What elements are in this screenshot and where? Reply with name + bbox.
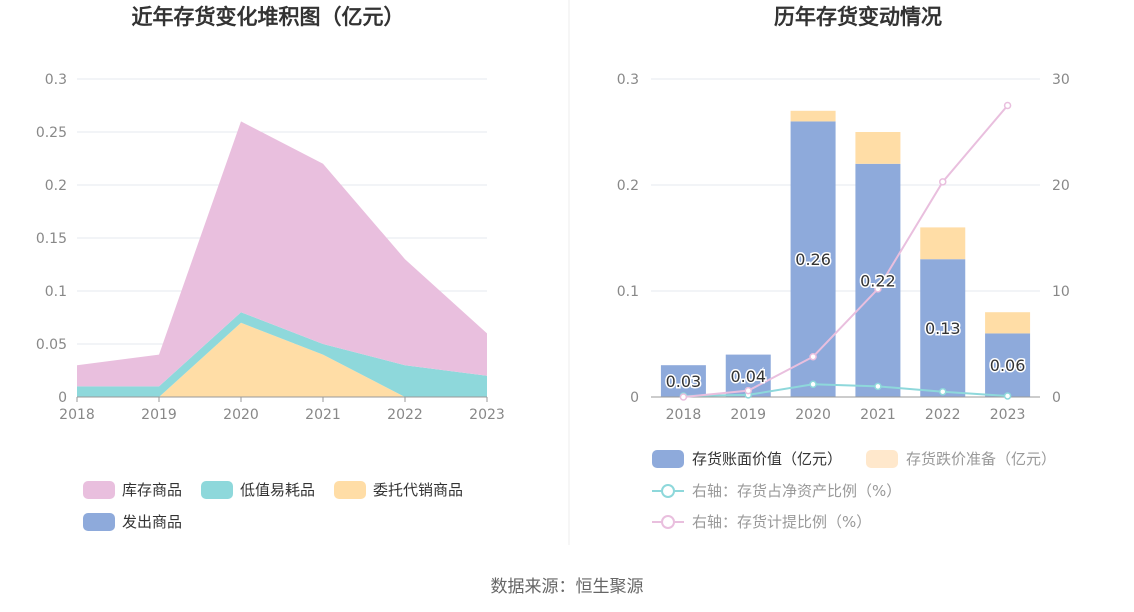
chart-title: 近年存货变化堆积图（亿元） xyxy=(132,5,405,29)
legend-label: 发出商品 xyxy=(122,513,182,531)
x-tick-label: 2020 xyxy=(223,407,259,423)
bar-data-label: 0.26 xyxy=(795,250,831,269)
x-tick-label: 2023 xyxy=(990,407,1026,423)
line-point xyxy=(939,178,947,186)
y-right-tick-label: 0 xyxy=(1052,390,1061,406)
y-tick-label: 0.2 xyxy=(45,178,67,194)
bar-book-value xyxy=(985,333,1031,397)
chart-title: 历年存货变动情况 xyxy=(774,5,942,29)
legend-swatch xyxy=(652,450,684,468)
y-tick-label: 0.1 xyxy=(45,284,67,300)
legend-line-marker xyxy=(661,484,675,498)
area-series xyxy=(77,121,487,387)
bar-impairment-reserve xyxy=(855,132,901,164)
legend-label: 库存商品 xyxy=(122,481,182,499)
line-point xyxy=(679,393,688,401)
x-tick-label: 2019 xyxy=(730,407,766,423)
legend-label: 低值易耗品 xyxy=(240,481,315,499)
bar-data-label: 0.03 xyxy=(666,372,702,391)
line-point xyxy=(744,386,752,395)
x-tick-label: 2021 xyxy=(860,407,896,423)
x-tick-label: 2022 xyxy=(925,407,961,423)
legend-label: 右轴：存货占净资产比例（%） xyxy=(692,482,901,500)
area-series xyxy=(77,322,487,397)
legend-label: 存货跌价准备（亿元） xyxy=(906,450,1056,468)
bar-data-label: 0.04 xyxy=(730,367,766,386)
legend-line-marker xyxy=(661,515,675,529)
bar-impairment-reserve xyxy=(790,110,836,122)
bar-data-label: 0.06 xyxy=(990,356,1026,375)
line-point xyxy=(874,285,882,293)
y-left-tick-label: 0 xyxy=(630,390,639,406)
line-point xyxy=(939,387,947,396)
legend-swatch xyxy=(201,481,233,499)
line-point xyxy=(874,382,882,391)
y-right-tick-label: 20 xyxy=(1052,178,1070,194)
x-tick-label: 2023 xyxy=(469,407,505,423)
y-tick-label: 0.05 xyxy=(36,337,67,353)
x-tick-label: 2019 xyxy=(141,407,177,423)
source-text: 数据来源：恒生聚源 xyxy=(491,577,644,597)
x-tick-label: 2018 xyxy=(59,407,95,423)
line-net-asset-ratio xyxy=(683,383,1008,397)
line-provision-ratio xyxy=(683,104,1009,398)
bar-line-chart: 历年存货变动情况 0 0.1 0.2 0.3 0 10 20 30 2018 2019 2020 202… xyxy=(617,5,1070,531)
legend-swatch xyxy=(83,481,115,499)
bar-data-label: 0.22 xyxy=(860,271,896,290)
stacked-area-chart: 近年存货变化堆积图（亿元） 0 0.05 0.1 0.15 0.2 0.25 0.3 2018 2… xyxy=(36,5,505,531)
x-tick-label: 2018 xyxy=(666,407,702,423)
y-left-tick-label: 0.1 xyxy=(617,284,639,300)
legend-swatch xyxy=(83,513,115,531)
x-tick-label: 2022 xyxy=(387,407,423,423)
y-right-tick-label: 30 xyxy=(1052,72,1070,88)
x-tick-label: 2021 xyxy=(305,407,341,423)
line-point xyxy=(809,352,817,361)
bar-book-value xyxy=(660,365,706,397)
y-tick-label: 0.3 xyxy=(45,72,67,88)
line-point xyxy=(1003,392,1012,400)
y-tick-label: 0.15 xyxy=(36,231,67,247)
area-series xyxy=(77,312,487,397)
y-left-tick-label: 0.2 xyxy=(617,178,639,194)
bar-book-value xyxy=(790,121,836,398)
bar-impairment-reserve xyxy=(920,227,966,260)
legend-label: 存货账面价值（亿元） xyxy=(692,450,842,468)
x-tick-label: 2020 xyxy=(795,407,831,423)
legend-swatch xyxy=(866,450,898,468)
bar-data-label: 0.13 xyxy=(925,319,961,338)
legend-label: 右轴：存货计提比例（%） xyxy=(692,513,871,531)
legend-swatch xyxy=(334,481,366,499)
y-tick-label: 0.25 xyxy=(36,125,67,141)
line-point xyxy=(1003,101,1012,110)
bar-book-value xyxy=(920,259,966,397)
y-left-tick-label: 0.3 xyxy=(617,72,639,88)
legend-label: 委托代销商品 xyxy=(373,481,463,499)
line-point xyxy=(809,380,817,389)
y-tick-label: 0 xyxy=(58,390,67,406)
bar-impairment-reserve xyxy=(985,312,1031,334)
y-right-tick-label: 10 xyxy=(1052,284,1070,300)
bar-book-value xyxy=(855,163,901,397)
